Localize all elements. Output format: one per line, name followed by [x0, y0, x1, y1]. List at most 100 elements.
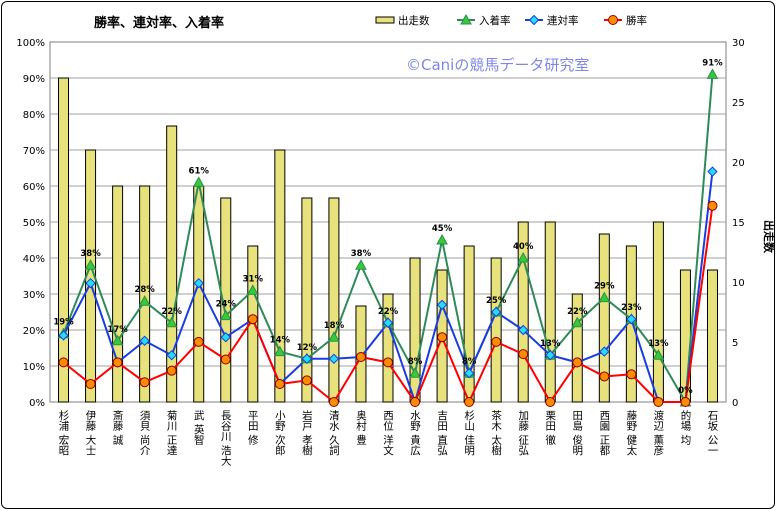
data-label: 13% — [648, 339, 669, 349]
legend-swatch — [375, 16, 395, 24]
right-tick-label: 10 — [732, 278, 745, 289]
category-label: 小野 次郎 — [274, 410, 286, 456]
data-label: 23% — [621, 303, 642, 313]
category-label: 須貝 尚介 — [139, 410, 151, 455]
triangle-marker — [328, 331, 340, 342]
circle-marker — [599, 371, 610, 382]
circle-marker — [680, 397, 691, 407]
category-label: 加藤 征弘 — [517, 410, 529, 456]
right-axis-label: 出走数 — [762, 220, 775, 254]
triangle-marker — [652, 349, 665, 360]
left-tick-label: 0% — [29, 398, 45, 409]
category-label: 菊川 正達 — [166, 410, 178, 455]
diamond-marker — [490, 306, 502, 318]
data-label: 91% — [702, 58, 723, 68]
circle-marker — [247, 314, 258, 325]
bar — [463, 245, 475, 403]
category-label: 奥村 豊 — [355, 409, 367, 445]
category-label: 的場 均 — [679, 409, 691, 445]
left-tick-label: 80% — [23, 110, 45, 121]
circle-marker — [139, 377, 150, 388]
line-series — [57, 68, 719, 408]
watermark: ©Caniの競馬データ研究室 — [406, 56, 589, 74]
right-tick-label: 25 — [732, 98, 745, 109]
data-label: 28% — [134, 285, 155, 295]
gridlines — [50, 77, 726, 367]
category-label: 栗田 徹 — [544, 410, 556, 446]
data-label: 38% — [351, 249, 372, 259]
data-label: 14% — [270, 336, 291, 346]
triangle-marker — [165, 316, 178, 328]
bar — [166, 125, 178, 403]
category-label: 長谷川 浩大 — [220, 410, 232, 467]
triangle-marker — [84, 259, 97, 270]
bar — [652, 221, 664, 403]
data-label: 8% — [462, 357, 477, 367]
diamond-marker — [463, 367, 475, 379]
triangle-marker — [460, 13, 472, 25]
triangle-marker — [138, 295, 151, 306]
diamond-marker — [382, 317, 394, 329]
diamond-marker — [328, 353, 340, 365]
circle-marker — [85, 379, 96, 389]
circle-marker — [220, 354, 231, 365]
circle-marker — [653, 397, 664, 407]
data-label: 38% — [80, 249, 101, 259]
circle-marker — [383, 357, 393, 368]
category-label: 斎藤 誠 — [112, 409, 124, 445]
category-label: 伊藤 大士 — [85, 410, 97, 455]
data-label: 31% — [243, 274, 264, 284]
circle-marker — [58, 357, 69, 368]
right-axis: 0 5 10 15 20 25 30 — [732, 38, 745, 409]
left-tick-label: 30% — [23, 290, 45, 301]
right-tick-label: 5 — [732, 338, 738, 349]
triangle-marker — [409, 367, 421, 378]
circle-marker — [437, 332, 448, 343]
circle-marker — [626, 369, 637, 380]
data-label: 13% — [540, 339, 561, 349]
circle-marker — [608, 15, 618, 25]
diamond-marker — [193, 277, 204, 289]
triangle-marker — [706, 68, 719, 79]
data-label: 45% — [432, 224, 453, 234]
category-label: 西位 洋文 — [382, 410, 394, 456]
left-axis: 0% 10% 20% 30% 40% 50% 60% 70% 80% 90% 100% — [16, 38, 45, 409]
category-label: 渡辺 薫彦 — [652, 409, 664, 456]
data-labels: 19% 38% 17% 28% 22% 61% 24% 31% 14% 12% 18% 38% 22% 8… — [53, 58, 723, 396]
circle-marker — [112, 357, 123, 368]
circle-marker — [572, 357, 583, 368]
left-tick-label: 20% — [23, 326, 45, 337]
diamond-marker — [301, 353, 313, 365]
circle-marker — [410, 397, 421, 407]
circle-marker — [166, 365, 177, 376]
bar — [112, 185, 124, 403]
chart-title: 勝率、連対率、入着率 — [94, 15, 224, 31]
circle-marker — [491, 336, 502, 347]
bar — [598, 233, 610, 403]
right-tick-label: 20 — [732, 158, 745, 169]
circle-marker — [707, 200, 718, 211]
right-tick-label: 0 — [732, 398, 738, 409]
category-label: 吉田 直弘 — [436, 410, 448, 456]
category-label: 杉浦 宏昭 — [58, 409, 70, 456]
bar — [139, 185, 151, 403]
triangle-marker — [192, 176, 205, 187]
data-label: 61% — [189, 166, 210, 176]
diamond-marker — [166, 349, 177, 361]
triangle-marker — [571, 316, 584, 328]
left-tick-label: 60% — [23, 182, 45, 193]
bar — [328, 197, 340, 403]
legend-label: 入着率 — [479, 14, 511, 27]
right-tick-label: 30 — [732, 38, 745, 49]
triangle-marker — [219, 309, 232, 321]
bar — [274, 149, 286, 403]
bar — [301, 197, 313, 403]
bar — [382, 293, 394, 403]
data-label: 29% — [594, 282, 615, 292]
diamond-marker — [436, 299, 448, 311]
left-tick-label: 100% — [16, 38, 45, 49]
category-label: 石坂 公一 — [706, 410, 718, 455]
triangle-marker — [355, 259, 367, 270]
triangle-marker — [598, 291, 611, 303]
right-tick-label: 15 — [732, 218, 745, 229]
